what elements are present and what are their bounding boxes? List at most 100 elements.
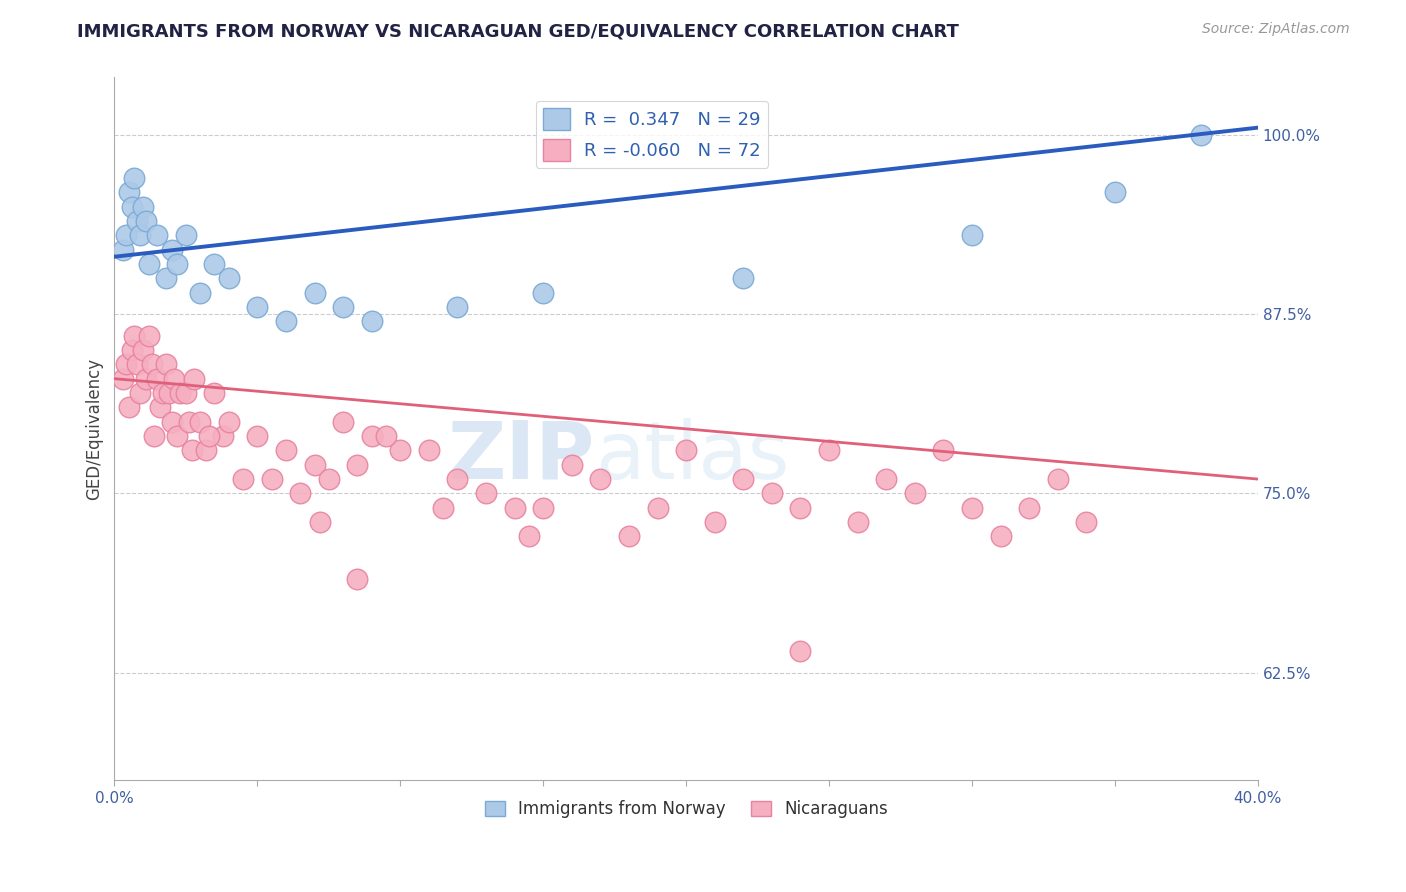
Point <box>561 458 583 472</box>
Point <box>160 243 183 257</box>
Point <box>1018 500 1040 515</box>
Point <box>304 285 326 300</box>
Point <box>503 500 526 515</box>
Point <box>531 500 554 515</box>
Point <box>990 529 1012 543</box>
Point <box>446 472 468 486</box>
Point <box>157 386 180 401</box>
Point <box>121 343 143 357</box>
Point <box>432 500 454 515</box>
Point <box>617 529 640 543</box>
Point <box>1046 472 1069 486</box>
Point <box>174 228 197 243</box>
Point <box>166 429 188 443</box>
Point <box>246 429 269 443</box>
Point <box>375 429 398 443</box>
Point <box>141 357 163 371</box>
Point <box>517 529 540 543</box>
Point <box>163 372 186 386</box>
Point <box>589 472 612 486</box>
Point <box>118 401 141 415</box>
Point <box>194 443 217 458</box>
Text: atlas: atlas <box>595 418 789 496</box>
Point <box>960 500 983 515</box>
Point <box>304 458 326 472</box>
Point <box>932 443 955 458</box>
Text: IMMIGRANTS FROM NORWAY VS NICARAGUAN GED/EQUIVALENCY CORRELATION CHART: IMMIGRANTS FROM NORWAY VS NICARAGUAN GED… <box>77 22 959 40</box>
Point <box>135 372 157 386</box>
Point <box>135 214 157 228</box>
Point <box>152 386 174 401</box>
Point <box>174 386 197 401</box>
Point <box>761 486 783 500</box>
Point <box>733 472 755 486</box>
Point <box>111 243 134 257</box>
Point <box>960 228 983 243</box>
Point <box>155 357 177 371</box>
Point <box>332 300 354 314</box>
Point <box>115 357 138 371</box>
Point <box>733 271 755 285</box>
Point <box>212 429 235 443</box>
Point <box>318 472 340 486</box>
Point <box>232 472 254 486</box>
Point <box>875 472 897 486</box>
Point <box>138 328 160 343</box>
Point <box>446 300 468 314</box>
Point <box>121 200 143 214</box>
Point <box>332 415 354 429</box>
Point <box>274 314 297 328</box>
Point <box>309 515 332 529</box>
Point <box>124 328 146 343</box>
Point <box>160 415 183 429</box>
Point <box>138 257 160 271</box>
Point <box>143 429 166 443</box>
Point <box>1104 185 1126 199</box>
Point <box>149 401 172 415</box>
Point <box>132 200 155 214</box>
Point <box>360 314 382 328</box>
Text: ZIP: ZIP <box>447 418 595 496</box>
Point <box>129 386 152 401</box>
Point <box>531 285 554 300</box>
Point <box>789 500 811 515</box>
Point <box>389 443 412 458</box>
Point <box>260 472 283 486</box>
Point <box>188 285 211 300</box>
Point <box>274 443 297 458</box>
Point <box>127 357 149 371</box>
Point <box>675 443 697 458</box>
Point <box>346 573 368 587</box>
Point <box>290 486 312 500</box>
Point <box>197 429 219 443</box>
Point <box>418 443 440 458</box>
Point <box>904 486 927 500</box>
Point <box>818 443 841 458</box>
Y-axis label: GED/Equivalency: GED/Equivalency <box>86 358 103 500</box>
Point <box>647 500 669 515</box>
Point <box>180 443 202 458</box>
Point <box>129 228 152 243</box>
Point <box>146 228 169 243</box>
Text: Source: ZipAtlas.com: Source: ZipAtlas.com <box>1202 22 1350 37</box>
Point <box>360 429 382 443</box>
Point <box>218 271 240 285</box>
Point <box>846 515 869 529</box>
Point <box>204 386 226 401</box>
Point <box>166 257 188 271</box>
Point <box>218 415 240 429</box>
Point <box>346 458 368 472</box>
Point <box>204 257 226 271</box>
Point <box>188 415 211 429</box>
Legend: Immigrants from Norway, Nicaraguans: Immigrants from Norway, Nicaraguans <box>478 793 894 825</box>
Point <box>146 372 169 386</box>
Point <box>127 214 149 228</box>
Point <box>155 271 177 285</box>
Point <box>703 515 725 529</box>
Point <box>124 170 146 185</box>
Point <box>475 486 498 500</box>
Point <box>1189 128 1212 142</box>
Point <box>115 228 138 243</box>
Point <box>246 300 269 314</box>
Point <box>169 386 191 401</box>
